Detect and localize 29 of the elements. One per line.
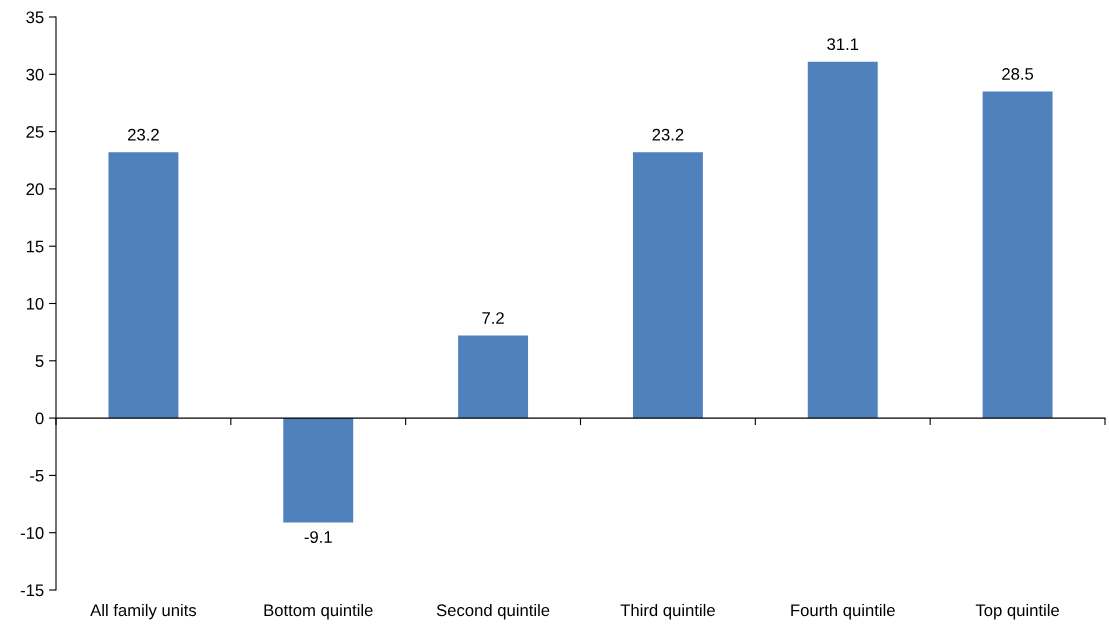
- data-label: 7.2: [482, 312, 504, 324]
- bar: [632, 152, 703, 419]
- y-tick-label: 25: [26, 126, 44, 138]
- x-tick-label: All family units: [90, 603, 197, 620]
- x-tick-label: Second quintile: [436, 603, 550, 620]
- y-tick-label: -5: [30, 469, 44, 482]
- data-label: 23.2: [128, 128, 159, 141]
- data-label: 28.5: [1002, 68, 1034, 80]
- y-tick-label: 0: [35, 412, 44, 425]
- y-tick-label: 30: [26, 68, 44, 81]
- bar: [458, 335, 529, 419]
- data-label: 23.2: [652, 128, 684, 141]
- y-tick-label: -15: [20, 584, 44, 597]
- bar: [283, 418, 354, 523]
- x-tick-label: Bottom quintile: [264, 603, 373, 620]
- data-label: 31.1: [827, 38, 859, 51]
- bar: [982, 91, 1053, 419]
- x-tick-label: Third quintile: [620, 603, 715, 620]
- y-tick-label: 10: [26, 297, 44, 310]
- y-tick-label: 35: [26, 11, 44, 24]
- bar: [108, 152, 179, 419]
- bar: [807, 61, 878, 419]
- y-tick-label: 15: [26, 240, 44, 253]
- x-tick-label: Top quintile: [975, 603, 1059, 620]
- y-tick-label: 5: [35, 355, 44, 367]
- x-tick-label: Fourth quintile: [791, 603, 895, 620]
- y-tick-label: -10: [20, 527, 44, 539]
- data-label: -9.1: [304, 531, 332, 543]
- y-tick-label: 20: [26, 183, 44, 196]
